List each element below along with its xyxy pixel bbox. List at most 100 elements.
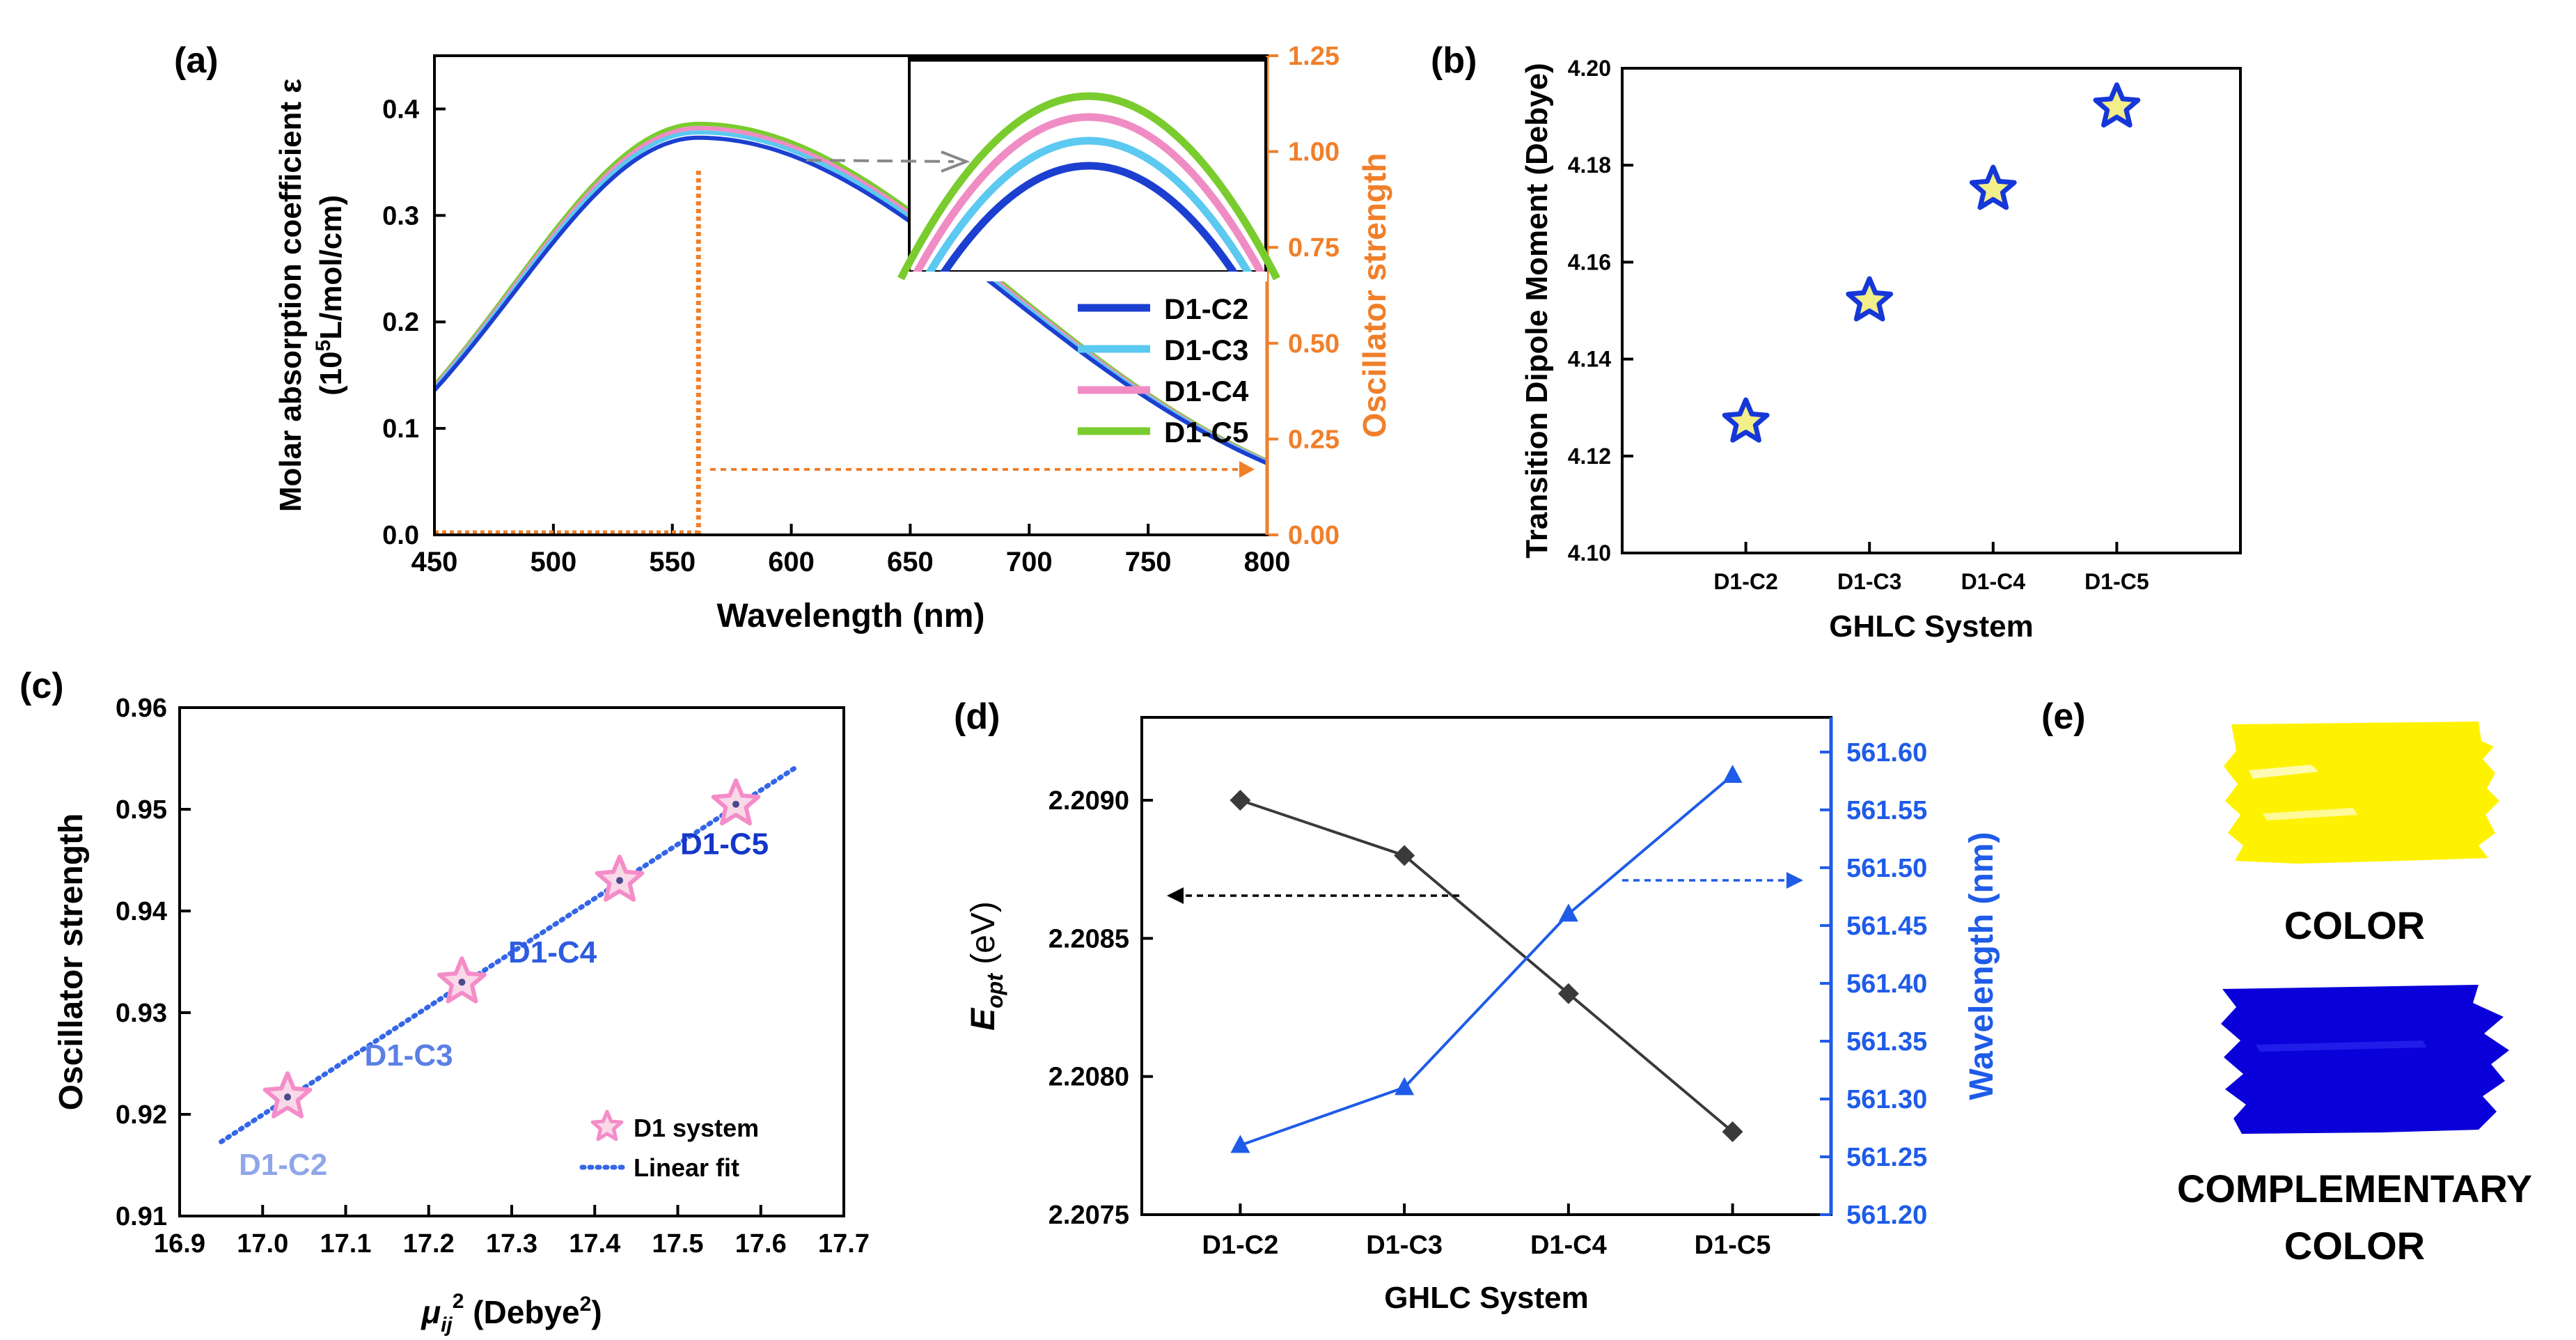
panel-a-ytick-label: 0.1 (382, 414, 419, 444)
eopt-line (1239, 799, 1734, 1133)
panel-a-xtick-label: 750 (1125, 547, 1172, 577)
panel-c-ytick-label: 0.95 (116, 795, 167, 825)
panel-d-ytick-label: 2.2085 (1049, 924, 1129, 953)
complementary-label: COMPLEMENTARY (2177, 1167, 2532, 1210)
panel-c-ytick-label: 0.96 (116, 694, 167, 723)
panel-c-ytick-label: 0.93 (116, 999, 167, 1028)
panel-c-xtick-label: 17.7 (818, 1229, 870, 1259)
legend-label-D1-C5: D1-C5 (1164, 416, 1248, 449)
wavelength-arrowhead (1786, 872, 1803, 889)
panel-c-point-label-D1-C3: D1-C3 (364, 1038, 453, 1073)
panel-c-xtick-label: 17.6 (735, 1229, 787, 1259)
panel-a-xtick-label: 450 (411, 547, 458, 577)
inset-curve-D1-C5 (897, 92, 1280, 281)
eopt-marker-D1-C2 (1230, 790, 1251, 811)
panel-c-ticks: 16.9 17.0 17.1 17.2 17.3 17.4 17.5 17.6 17.7 0.91… (116, 694, 870, 1259)
panel-a-y2tick-label: 1.25 (1288, 42, 1340, 71)
panel-a-xtick-label: 500 (530, 547, 576, 577)
panel-d-y2tick-label: 561.45 (1846, 912, 1927, 941)
inset-curve-D1-C4 (910, 113, 1268, 281)
panel-a-xtick-label: 800 (1244, 547, 1291, 577)
panel-d-y2tick-label: 561.50 (1846, 854, 1927, 883)
inset-curve-D1-C3 (922, 137, 1255, 281)
legend-label-D1-C4: D1-C4 (1164, 375, 1249, 407)
panel-d-lines (1230, 765, 1743, 1153)
panel-a-arrows (710, 150, 1255, 478)
panel-b-xtick-label: D1-C4 (1961, 569, 2026, 594)
panel-a-ylabel-unit: (105L/mol/cm) (312, 195, 348, 396)
panel-c-ylabel: Oscillator strength (53, 813, 90, 1111)
panel-c-star-center (458, 979, 466, 986)
panel-b-ylabel: Transition Dipole Moment (Debye) (1520, 63, 1554, 558)
blue-swatch (2221, 985, 2509, 1134)
panel-d-ylabel: Eopt (eV) (965, 901, 1007, 1031)
panel-a-xtick-label: 550 (649, 547, 696, 577)
complementary-color-label: COLOR (2284, 1224, 2425, 1268)
spectrum-D1-C2 (434, 135, 1267, 465)
legend-label-D1-C2: D1-C2 (1164, 293, 1248, 325)
panel-a-ylabel: Molar absorption coefficient ε (274, 79, 308, 512)
panel-a-ytick-label: 0.4 (382, 95, 419, 124)
panel-d-ticks: 2.2075 2.2080 2.2085 2.2090 561.20 561.25 561.… (1049, 738, 1927, 1260)
panel-d-xlabel: GHLC System (1384, 1281, 1588, 1315)
panel-b-ytick-label: 4.12 (1568, 444, 1611, 469)
panel-c-xtick-label: 17.5 (652, 1229, 704, 1259)
yellow-swatch (2224, 722, 2499, 864)
legend-label-linear-fit: Linear fit (634, 1153, 739, 1182)
panel-d-arrows (1167, 872, 1803, 904)
panel-c-xtick-label: 17.4 (569, 1229, 620, 1259)
panel-b-points (1722, 82, 2141, 443)
blue-swatch-streak (2256, 1041, 2427, 1052)
panel-d-y2tick-label: 561.55 (1846, 796, 1927, 825)
panel-b-ytick-label: 4.10 (1568, 540, 1611, 566)
yellow-swatch-streak-2 (2263, 808, 2357, 820)
linear-fit-line (219, 766, 796, 1144)
panel-e: (e) COLOR COMPLEMENTARY COLOR (2041, 696, 2532, 1268)
panel-b-xtick-label: D1-C5 (2084, 569, 2149, 594)
panel-c-point-label-D1-C2: D1-C2 (239, 1148, 327, 1182)
panel-c-point-label-D1-C5: D1-C5 (680, 827, 769, 862)
panel-a-xtick-label: 700 (1006, 547, 1053, 577)
inset-clip-band (908, 272, 1267, 281)
panel-b-star-D1-C4 (1969, 164, 2017, 210)
panel-a: (a) 450 500 550 600 650 700 750 800 0.0 0.1 0.2 0.3… (174, 40, 1392, 634)
panel-d-y2label: Wavelength (nm) (1963, 832, 2000, 1100)
panel-c-star-center (284, 1093, 292, 1101)
inset-arrowhead (941, 150, 971, 173)
panel-b-frame (1621, 67, 2242, 554)
panel-d-y2tick-label: 561.25 (1846, 1143, 1927, 1172)
panel-b-star-D1-C3 (1846, 276, 1894, 322)
panel-a-legend: D1-C2 D1-C3 D1-C4 D1-C5 (1078, 293, 1249, 449)
panel-a-xtick-label: 650 (887, 547, 934, 577)
panel-b-xlabel: GHLC System (1829, 609, 2033, 644)
panel-c-label: (c) (19, 666, 64, 706)
panel-c-star-center (616, 877, 624, 885)
panel-a-inset (897, 55, 1280, 281)
panel-c-points: D1-C2 D1-C3 D1-C4 D1-C5 (239, 778, 769, 1182)
legend-star-icon (590, 1109, 624, 1142)
wavelength-marker-D1-C2 (1230, 1135, 1250, 1153)
osc-arrowhead (1239, 461, 1255, 478)
color-label: COLOR (2284, 903, 2425, 947)
panel-a-oscillator-line (434, 171, 701, 535)
panel-c-xlabel: μij2 (Debye2) (420, 1290, 602, 1337)
panel-b-star-D1-C5 (2093, 82, 2141, 128)
eopt-arrowhead (1167, 887, 1184, 904)
panel-c-fit (219, 766, 796, 1144)
eopt-marker-D1-C4 (1557, 983, 1579, 1004)
panel-b-label: (b) (1431, 40, 1477, 81)
panel-c-xtick-label: 17.1 (320, 1229, 372, 1259)
panel-d: (d) 2.2075 2.2080 2.2085 2.2090 561.20 561.25… (954, 696, 2000, 1315)
panel-a-xlabel: Wavelength (nm) (717, 598, 985, 634)
panel-d-y2tick-label: 561.35 (1846, 1027, 1927, 1057)
panel-c-ytick-label: 0.94 (116, 897, 167, 926)
panel-b-ytick-label: 4.16 (1568, 249, 1611, 274)
panel-b-star-D1-C2 (1722, 397, 1770, 443)
panel-a-ytick-label: 0.0 (382, 521, 419, 550)
yellow-swatch-streak (2249, 765, 2318, 779)
panel-c-star-center (732, 800, 739, 808)
panel-c-xtick-label: 17.0 (237, 1229, 288, 1259)
panel-a-grid-ticks: 450 500 550 600 650 700 750 800 0.0 0.1 0.2 0.3 0.4 0… (382, 42, 1340, 577)
panel-a-label: (a) (174, 40, 219, 81)
